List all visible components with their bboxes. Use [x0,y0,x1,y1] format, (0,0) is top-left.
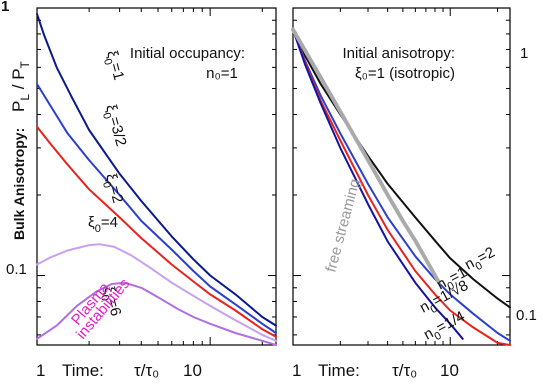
series-line-left-1 [36,83,277,334]
left-x-axis-labels: 1 Time: τ/τ₀ 10 [36,361,202,380]
series-line-left-3 [36,243,277,342]
right-panel: n0=2n0=1n0=1/√8n0=1/4 Initial anisotropy… [291,7,537,346]
right-x-axis-label: Time: [318,361,360,380]
series-label-left-2: ξ0=2 [98,172,126,206]
right-series-labels: n0=2n0=1n0=1/√8n0=1/4 [417,244,500,344]
series-label-right-0: n0=2 [462,244,500,277]
y-axis-symbol-sub2: T [18,60,32,68]
left-annotation-line2: n₀=1 [206,65,238,82]
y-axis-symbol-sub1: L [18,94,32,101]
y-axis-label-symbol: PL / PT [9,60,32,112]
right-panel-frame [292,7,511,346]
left-ytick-0.1: 0.1 [6,261,27,278]
right-series [291,27,511,346]
series-label-left-3: ξ0=4 [88,214,118,235]
series-line-right-0 [292,28,511,309]
left-xtick-10: 10 [183,361,202,380]
series-line-left-4 [36,281,277,346]
y-axis-label: Bulk Anisotropy: PL / PT [9,60,32,240]
left-x-axis-label: Time: [62,361,104,380]
left-annotation-line1: Initial occupancy: [130,45,245,62]
right-xtick-10: 10 [440,361,459,380]
series-line-right-4 [291,27,442,285]
left-series [36,13,277,346]
series-label-left-0: ξ0=1 [99,49,127,83]
right-x-axis-labels: 1 Time: τ/τ₀ 10 [292,361,459,380]
series-label-left-4: ξ0=6 [96,285,124,319]
right-x-axis-symbol: τ/τ₀ [392,361,417,380]
right-ytick-0.1: 0.1 [516,307,537,324]
left-x-axis-symbol: τ/τ₀ [134,361,159,380]
series-line-left-2 [36,125,277,338]
right-xtick-1: 1 [292,361,301,380]
left-panel-frame [36,7,277,346]
left-xtick-1: 1 [36,361,45,380]
y-axis-symbol-slash: / P [9,68,28,94]
series-label-left-1: ξ0=3/2 [98,103,129,149]
left-ytick-1: 1 [1,0,9,15]
left-ticks [36,7,276,345]
right-annotation-line2: ξ₀=1 (isotropic) [355,65,455,82]
free-streaming-label: free streaming [322,177,363,274]
y-axis-symbol-p1: P [9,101,28,112]
y-axis-label-prefix: Bulk Anisotropy: [11,128,27,240]
right-ytick-1: 1 [520,45,528,62]
series-line-right-1 [292,28,511,342]
series-line-left-0 [36,13,277,327]
series-line-right-3 [292,28,464,340]
right-annotation-line1: Initial anisotropy: [342,45,455,62]
left-panel: ξ0=1 ξ0=3/2 ξ0=2 ξ0=4 ξ0=6 Initial occupancy… [1,0,277,346]
